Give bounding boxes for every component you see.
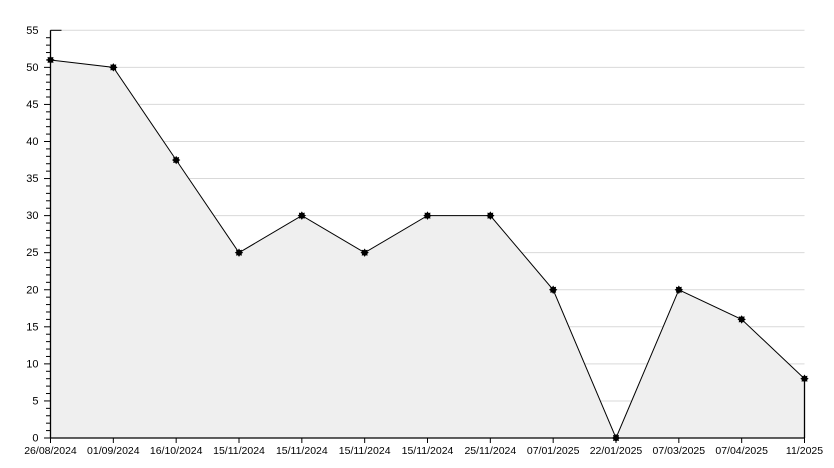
svg-text:30: 30 xyxy=(26,210,38,222)
svg-text:20: 20 xyxy=(26,284,38,296)
svg-text:0: 0 xyxy=(32,433,38,445)
svg-text:07/01/2025: 07/01/2025 xyxy=(527,445,580,457)
svg-text:5: 5 xyxy=(32,395,38,407)
svg-text:50: 50 xyxy=(26,62,38,74)
svg-text:55: 55 xyxy=(26,25,38,37)
svg-text:15/11/2024: 15/11/2024 xyxy=(213,445,265,457)
svg-text:10: 10 xyxy=(26,358,38,370)
svg-text:25: 25 xyxy=(26,247,38,259)
svg-text:15: 15 xyxy=(26,321,38,333)
svg-text:01/09/2024: 01/09/2024 xyxy=(87,445,140,457)
svg-text:15/11/2024: 15/11/2024 xyxy=(276,445,328,457)
svg-text:45: 45 xyxy=(26,99,38,111)
svg-text:15/11/2024: 15/11/2024 xyxy=(402,445,454,457)
svg-text:07/03/2025: 07/03/2025 xyxy=(653,445,706,457)
svg-text:16/10/2024: 16/10/2024 xyxy=(150,445,203,457)
svg-text:26/08/2024: 26/08/2024 xyxy=(24,445,77,457)
svg-text:07/04/2025: 07/04/2025 xyxy=(715,445,768,457)
svg-text:40: 40 xyxy=(26,136,38,148)
svg-text:11/2025: 11/2025 xyxy=(786,445,823,457)
svg-text:25/11/2024: 25/11/2024 xyxy=(464,445,516,457)
svg-text:15/11/2024: 15/11/2024 xyxy=(339,445,391,457)
svg-text:22/01/2025: 22/01/2025 xyxy=(590,445,643,457)
svg-text:35: 35 xyxy=(26,173,38,185)
